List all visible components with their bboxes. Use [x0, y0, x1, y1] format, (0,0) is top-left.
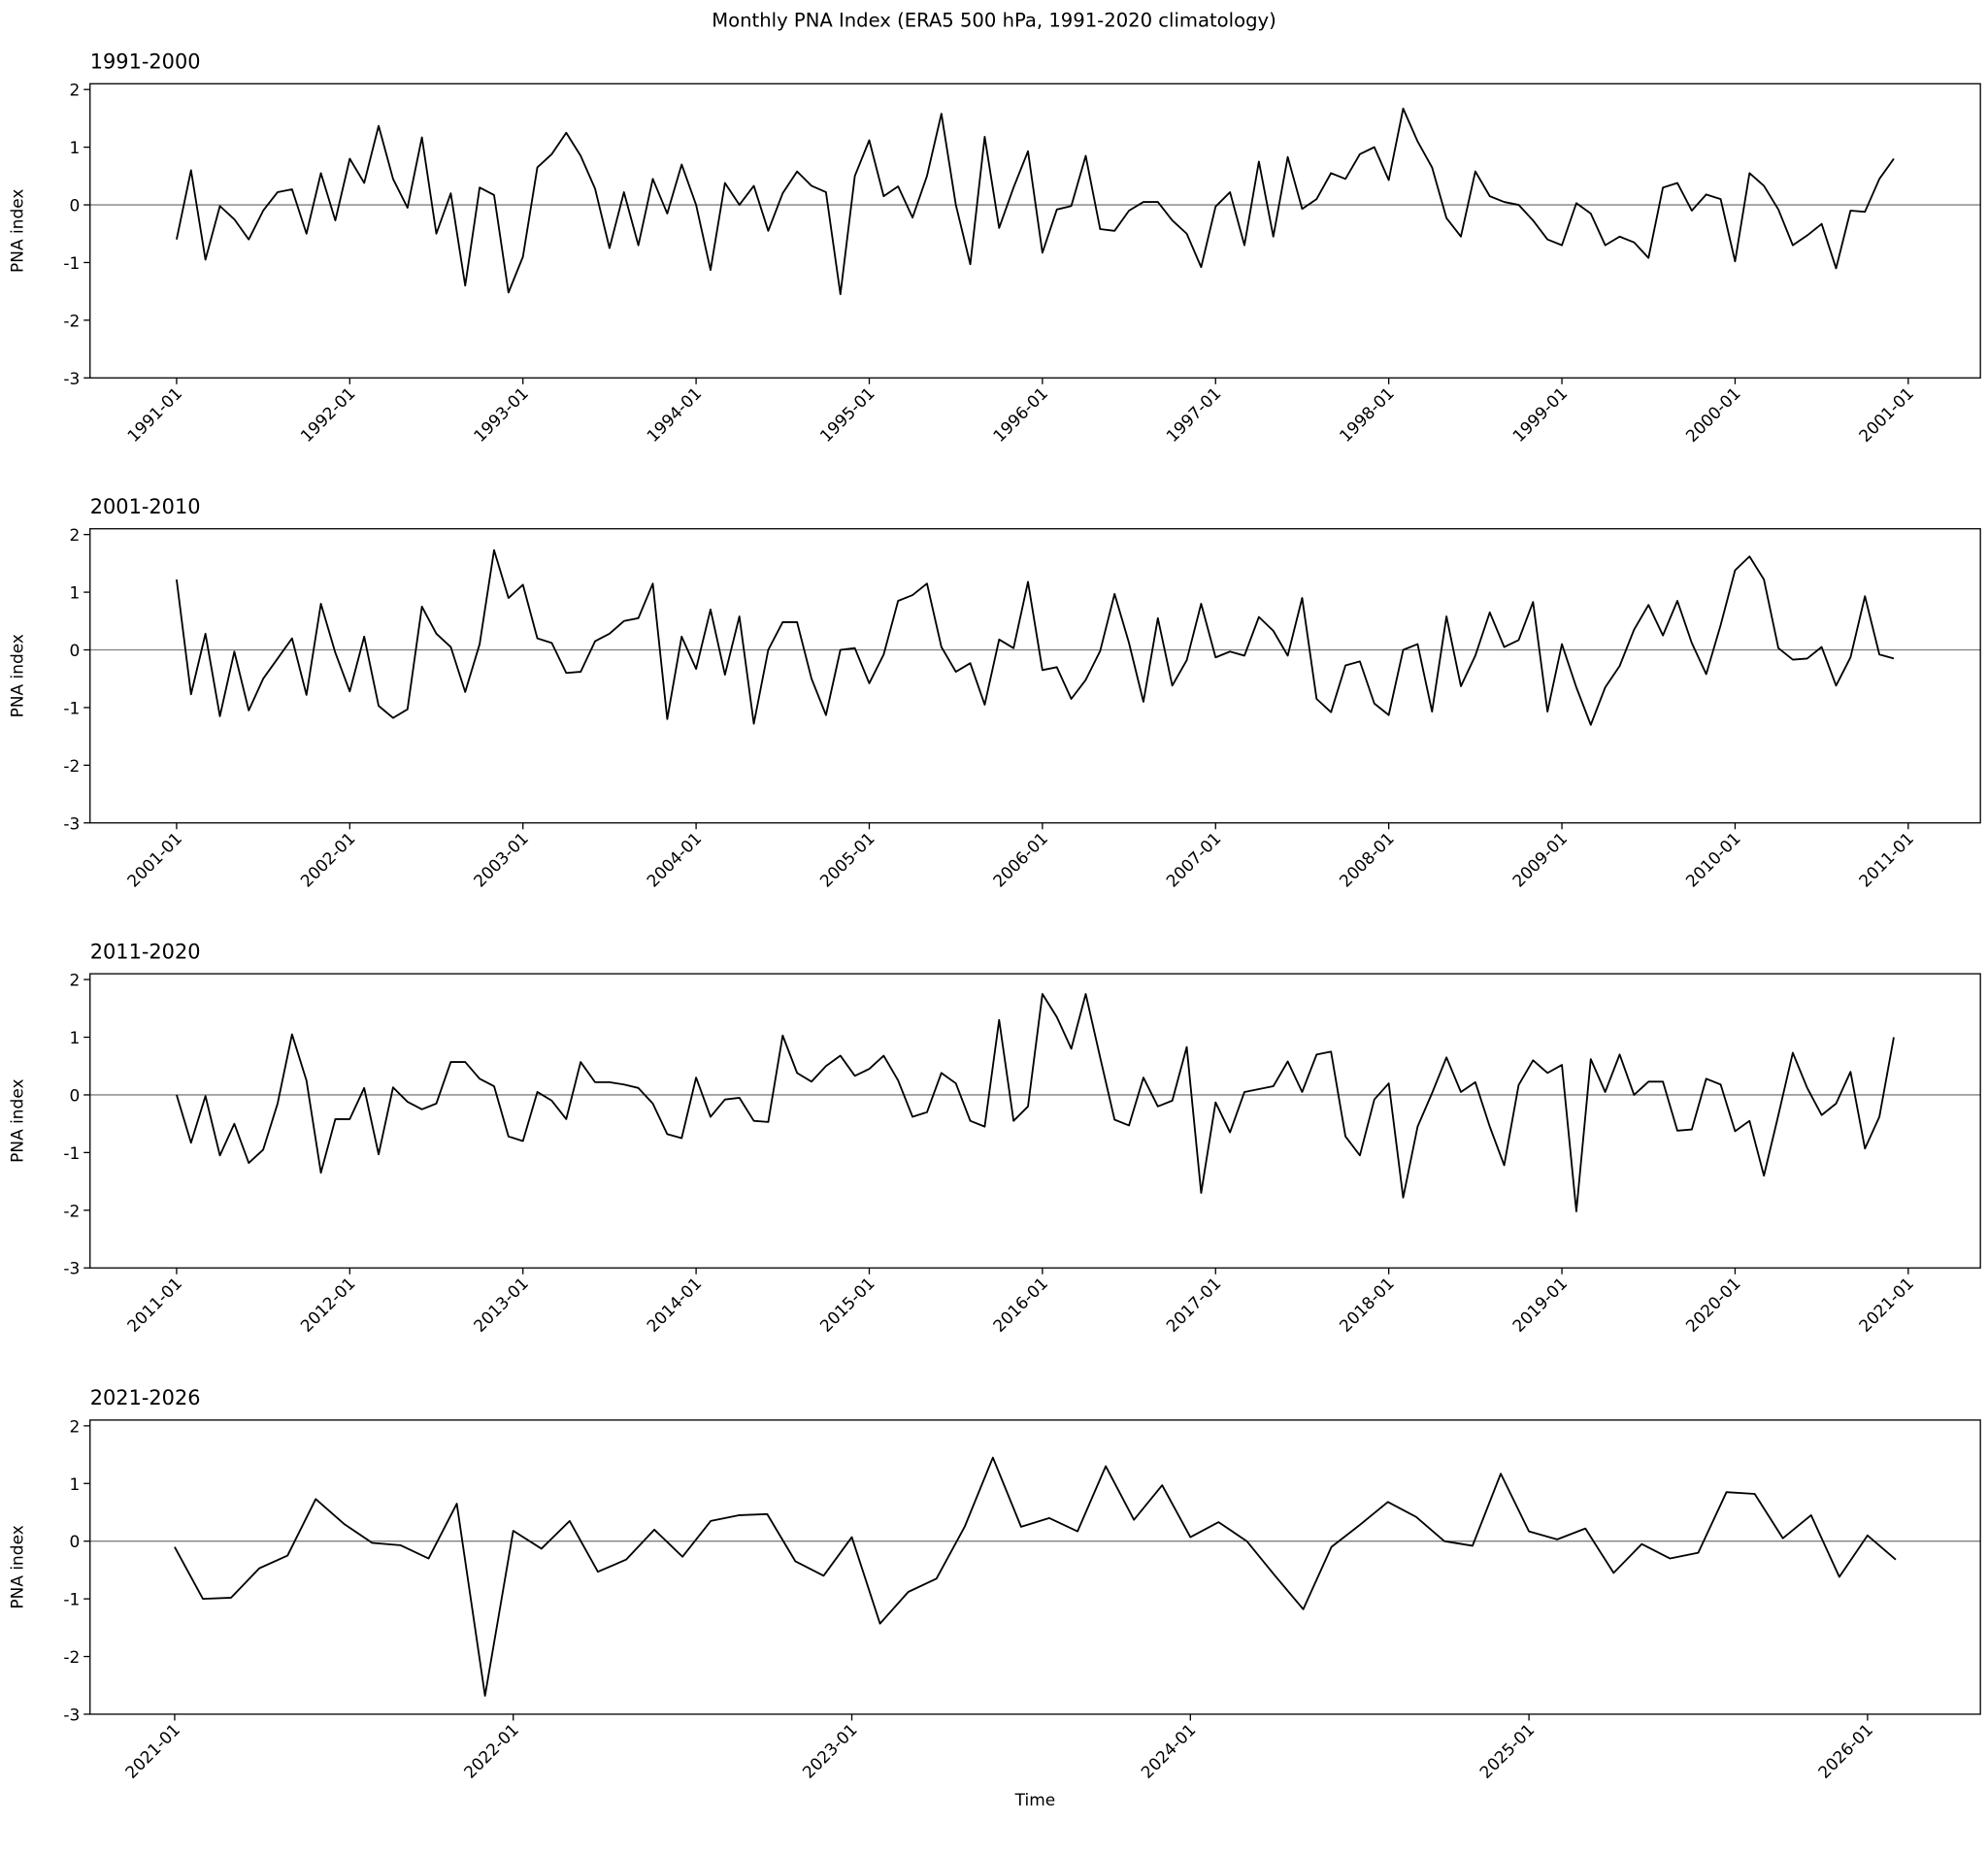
subplot-title: 2011-2020 [90, 940, 201, 963]
x-tick-label: 2001-01 [1856, 384, 1918, 447]
x-tick-label: 2015-01 [816, 1275, 878, 1337]
x-tick-label: 1999-01 [1509, 384, 1572, 447]
x-tick-label: 2005-01 [816, 829, 878, 891]
x-tick-label: 2025-01 [1476, 1720, 1539, 1782]
x-tick-label: 2008-01 [1336, 829, 1398, 891]
y-tick-label: -2 [63, 312, 80, 331]
y-tick-label: 0 [69, 1533, 80, 1552]
x-tick-label: 2012-01 [297, 1275, 359, 1337]
x-tick-label: 2014-01 [644, 1275, 706, 1337]
x-tick-label: 1994-01 [644, 384, 706, 447]
x-tick-label: 2003-01 [470, 829, 532, 891]
y-tick-label: -1 [63, 1591, 80, 1610]
x-tick-label: 2007-01 [1163, 829, 1225, 891]
y-tick-label: 2 [69, 972, 80, 991]
y-tick-label: -3 [63, 1260, 80, 1279]
x-tick-label: 2011-01 [124, 1275, 186, 1337]
axes-frame [89, 83, 1981, 379]
axes-frame [89, 1419, 1981, 1715]
y-tick-label: -3 [63, 814, 80, 834]
y-axis-label: PNA index [9, 189, 28, 273]
y-tick-label: -3 [63, 370, 80, 389]
x-tick-label: 1995-01 [816, 384, 878, 447]
x-tick-label: 2013-01 [470, 1275, 532, 1337]
subplot-title: 2021-2026 [90, 1386, 201, 1409]
x-tick-label: 2009-01 [1509, 829, 1572, 891]
x-tick-label: 2001-01 [124, 829, 186, 891]
data-line [174, 1456, 1897, 1697]
y-tick-label: -1 [63, 699, 80, 718]
y-tick-label: -2 [63, 757, 80, 777]
y-tick-label: 2 [69, 526, 80, 546]
y-axis-label: PNA index [9, 634, 28, 717]
y-tick-label: -1 [63, 1144, 80, 1164]
x-tick-label: 2021-01 [122, 1720, 184, 1782]
x-tick-label: 2022-01 [461, 1720, 523, 1782]
x-tick-label: 2016-01 [990, 1275, 1052, 1337]
x-tick-label: 2000-01 [1682, 384, 1744, 447]
y-tick-label: -2 [63, 1648, 80, 1668]
x-tick-label: 1992-01 [297, 384, 359, 447]
y-tick-label: -1 [63, 254, 80, 274]
x-tick-label: 2010-01 [1682, 829, 1744, 891]
y-tick-label: 1 [69, 1475, 80, 1495]
x-tick-label: 1998-01 [1336, 384, 1398, 447]
y-tick-label: 2 [69, 82, 80, 101]
y-tick-label: 0 [69, 197, 80, 216]
x-tick-label: 2018-01 [1336, 1275, 1398, 1337]
y-tick-label: -3 [63, 1706, 80, 1725]
x-tick-label: 1997-01 [1163, 384, 1225, 447]
data-line [176, 548, 1895, 726]
x-tick-label: 1993-01 [470, 384, 532, 447]
axes-frame [89, 528, 1981, 824]
x-tick-label: 2023-01 [799, 1720, 861, 1782]
data-line [176, 107, 1895, 296]
y-tick-label: 1 [69, 139, 80, 158]
data-line [176, 993, 1895, 1212]
x-tick-label: 2020-01 [1682, 1275, 1744, 1337]
subplot-title: 1991-2000 [90, 50, 201, 74]
y-tick-label: 2 [69, 1417, 80, 1437]
x-tick-label: 2021-01 [1856, 1275, 1918, 1337]
y-tick-label: 1 [69, 584, 80, 604]
y-axis-label: PNA index [9, 1079, 28, 1163]
y-tick-label: -2 [63, 1202, 80, 1221]
x-tick-label: 2024-01 [1138, 1720, 1200, 1782]
x-tick-label: 2004-01 [644, 829, 706, 891]
subplot-title: 2001-2010 [90, 495, 201, 518]
y-tick-label: 0 [69, 642, 80, 661]
y-tick-label: 0 [69, 1086, 80, 1106]
x-tick-label: 2002-01 [297, 829, 359, 891]
x-tick-label: 1991-01 [124, 384, 186, 447]
x-tick-label: 2011-01 [1856, 829, 1918, 891]
figure-title: Monthly PNA Index (ERA5 500 hPa, 1991-20… [712, 10, 1276, 32]
y-tick-label: 1 [69, 1029, 80, 1048]
axes-frame [89, 973, 1981, 1269]
x-tick-label: 1996-01 [990, 384, 1052, 447]
x-axis-label: Time [1014, 1791, 1056, 1810]
x-tick-label: 2017-01 [1163, 1275, 1225, 1337]
x-tick-label: 2006-01 [990, 829, 1052, 891]
y-axis-label: PNA index [9, 1525, 28, 1608]
x-tick-label: 2019-01 [1509, 1275, 1572, 1337]
x-tick-label: 2026-01 [1815, 1720, 1877, 1782]
